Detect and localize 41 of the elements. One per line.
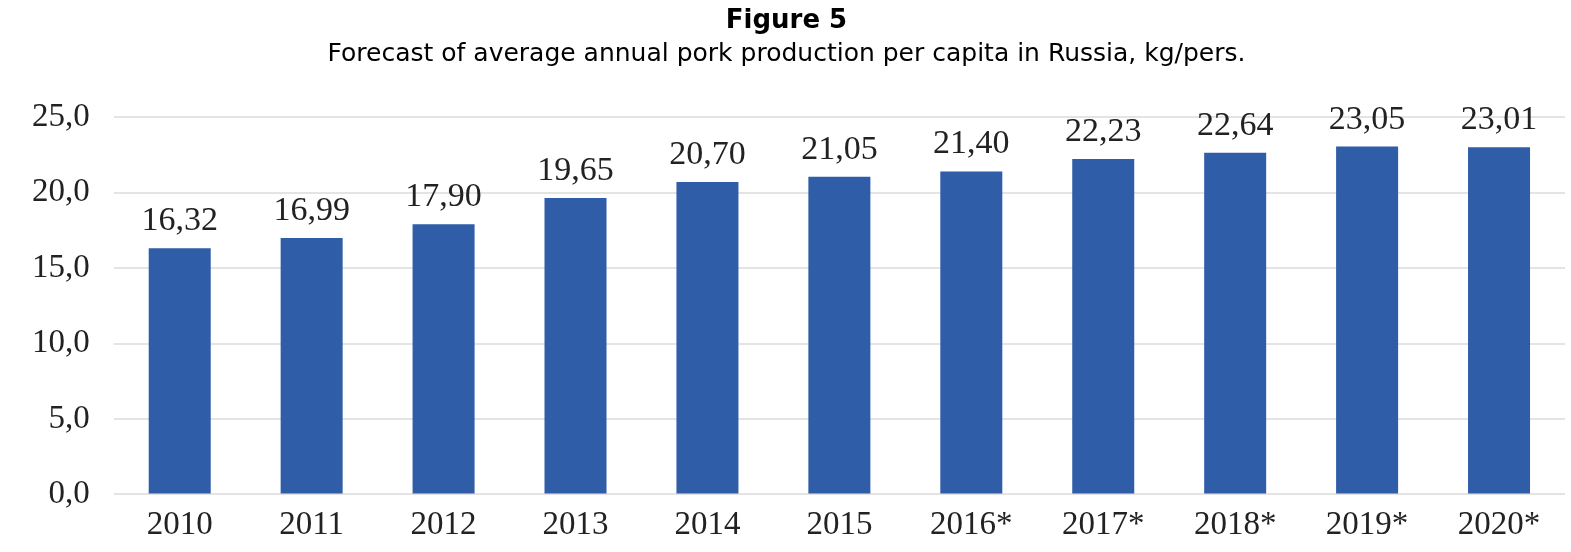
data-label: 22,64 — [1196, 104, 1274, 142]
data-label: 23,01 — [1460, 99, 1538, 137]
bar — [676, 182, 739, 494]
data-label: 20,70 — [669, 134, 746, 171]
bar — [412, 224, 475, 494]
bar — [808, 176, 871, 494]
x-tick-label: 2017* — [1061, 504, 1145, 541]
x-tick-label: 2012 — [410, 504, 477, 541]
bar — [1204, 152, 1267, 494]
bar — [1468, 147, 1531, 494]
data-label: 23,05 — [1328, 98, 1406, 136]
x-tick-label: 2014 — [674, 504, 741, 541]
x-tick-label: 2010 — [146, 504, 213, 541]
x-tick-label: 2020* — [1457, 504, 1541, 541]
data-label: 19,65 — [537, 149, 614, 187]
y-tick-label: 15,0 — [32, 247, 90, 284]
y-tick-label: 10,0 — [32, 323, 90, 360]
y-tick-label: 5,0 — [48, 398, 90, 435]
bar — [1336, 146, 1399, 494]
data-label: 17,90 — [405, 176, 482, 214]
data-label: 21,40 — [933, 123, 1010, 161]
bar — [280, 238, 343, 494]
y-tick-label: 20,0 — [32, 172, 90, 209]
bar — [148, 248, 211, 494]
data-label: 21,05 — [801, 128, 878, 166]
data-label: 22,23 — [1064, 110, 1142, 148]
bar — [1072, 158, 1135, 494]
x-tick-label: 2013 — [542, 504, 609, 541]
x-tick-label: 2011 — [279, 504, 345, 541]
chart-title: Figure 5 — [725, 4, 848, 35]
x-tick-label: 2016* — [930, 504, 1013, 541]
bar — [544, 197, 607, 494]
data-label: 16,32 — [141, 200, 218, 238]
chart-subtitle: Forecast of average annual pork production per capita in Russia, kg/pers. — [327, 37, 1246, 67]
x-tick-label: 2015 — [806, 504, 873, 541]
y-tick-label: 25,0 — [32, 96, 90, 133]
y-tick-label: 0,0 — [48, 474, 90, 511]
x-tick-label: 2018* — [1193, 504, 1277, 541]
x-tick-label: 2019* — [1325, 504, 1409, 541]
bar — [940, 171, 1003, 494]
data-label: 16,99 — [273, 189, 350, 227]
